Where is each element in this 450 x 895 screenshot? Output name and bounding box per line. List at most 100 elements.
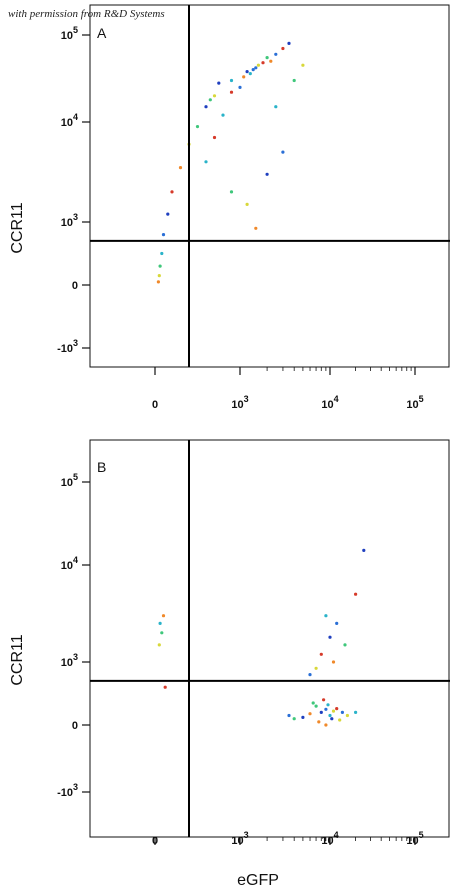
- data-point: [245, 70, 249, 74]
- data-point: [157, 643, 161, 647]
- data-point: [328, 635, 332, 639]
- data-point: [229, 90, 234, 94]
- panel-letter: A: [97, 25, 107, 41]
- data-point: [354, 592, 358, 596]
- x-tick-label: 0: [152, 399, 158, 411]
- data-point: [287, 41, 291, 46]
- data-point: [340, 710, 344, 715]
- data-point: [178, 166, 183, 170]
- data-point: [292, 78, 296, 83]
- panel-letter: B: [97, 459, 106, 475]
- data-point: [319, 710, 323, 715]
- data-point: [238, 85, 242, 89]
- data-point: [157, 274, 161, 278]
- y-tick-label: 0: [72, 720, 78, 732]
- data-point: [248, 72, 252, 76]
- data-point: [166, 212, 170, 216]
- data-point: [338, 718, 342, 722]
- y-tick-label: 0: [72, 280, 78, 292]
- data-point: [158, 264, 162, 268]
- data-point: [254, 226, 258, 230]
- data-point: [331, 660, 336, 664]
- data-point: [335, 707, 339, 711]
- data-point: [156, 280, 160, 284]
- data-point: [163, 685, 167, 689]
- data-point: [292, 717, 296, 721]
- data-point: [335, 621, 339, 626]
- data-point: [170, 190, 174, 194]
- data-point: [274, 52, 278, 56]
- data-point: [217, 81, 221, 85]
- x-tick-label: 105: [406, 394, 423, 411]
- panel-b: B 0 103 104 105 -103 0 103 104 105 CCR11 eGFP: [9, 439, 450, 889]
- data-point: [308, 712, 312, 716]
- data-point: [362, 548, 366, 553]
- data-point: [328, 713, 332, 718]
- data-point: [256, 63, 260, 67]
- plot-frame: [89, 4, 450, 368]
- data-point: [314, 704, 318, 708]
- data-point: [343, 643, 347, 647]
- data-point: [208, 98, 212, 102]
- y-tick-label: 105: [61, 25, 78, 42]
- data-point: [212, 135, 217, 140]
- y-tick-label: -103: [57, 338, 78, 355]
- y-tick-label: 103: [61, 652, 78, 669]
- data-point: [301, 715, 305, 720]
- x-tick-label: 103: [231, 394, 248, 411]
- y-tick-label: 105: [61, 472, 78, 489]
- data-point: [251, 68, 255, 72]
- plot-frame: [89, 439, 450, 838]
- x-tick-label: 104: [321, 394, 338, 411]
- data-point: [242, 75, 246, 79]
- data-point: [269, 59, 273, 63]
- data-point: [345, 713, 349, 718]
- data-point: [311, 701, 315, 705]
- data-point: [324, 614, 328, 618]
- data-point: [317, 720, 321, 724]
- data-point: [212, 94, 217, 98]
- data-point: [301, 63, 305, 67]
- data-point: [319, 652, 323, 656]
- y-axis-title: CCR11: [9, 634, 26, 685]
- data-point: [326, 703, 330, 707]
- data-point: [324, 707, 328, 711]
- data-point: [221, 113, 225, 117]
- data-point: [265, 56, 269, 60]
- data-point: [161, 233, 166, 237]
- data-point: [204, 160, 208, 164]
- data-point: [245, 202, 249, 206]
- data-point: [204, 105, 208, 109]
- data-point: [281, 150, 285, 154]
- watermark-text: with permission from R&D Systems: [8, 8, 165, 20]
- data-point: [324, 723, 328, 727]
- y-tick-label: 104: [61, 555, 78, 572]
- data-point: [331, 709, 336, 713]
- data-point: [254, 66, 258, 70]
- data-point: [281, 46, 285, 51]
- data-point: [314, 666, 318, 670]
- data-point: [287, 713, 291, 718]
- data-point: [158, 621, 162, 626]
- data-point: [229, 78, 234, 83]
- y-tick-label: 103: [61, 212, 78, 229]
- panel-a: A 0 103 104 105 -103 0 103 104 105 CCR11: [9, 4, 450, 411]
- data-point: [160, 631, 164, 635]
- y-axis-title: CCR11: [9, 202, 26, 253]
- data-point: [265, 172, 269, 176]
- y-tick-label: -103: [57, 782, 78, 799]
- x-tick-label: 0: [152, 835, 158, 847]
- data-point: [308, 673, 312, 677]
- data-point: [161, 614, 166, 618]
- x-axis-title: eGFP: [237, 872, 279, 889]
- data-point: [274, 105, 278, 109]
- x-tick-label: 105: [406, 830, 423, 847]
- y-tick-label: 104: [61, 112, 78, 129]
- x-tick-label: 104: [321, 830, 338, 847]
- data-point: [195, 125, 200, 129]
- data-point: [261, 61, 265, 65]
- data-point: [354, 710, 358, 715]
- data-point: [229, 190, 234, 194]
- x-tick-label: 103: [231, 830, 248, 847]
